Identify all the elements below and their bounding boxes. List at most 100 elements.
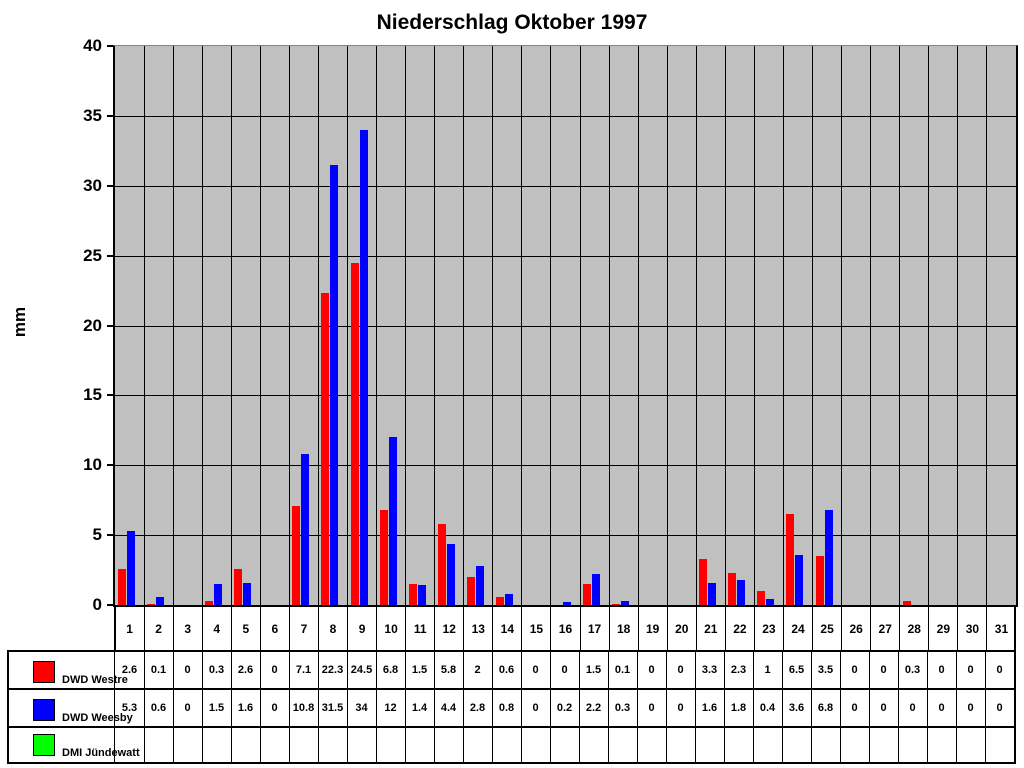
gridline-horizontal <box>115 535 1016 537</box>
table-column-divider <box>288 652 290 762</box>
value-cell <box>550 728 579 761</box>
value-cell <box>666 728 695 761</box>
value-cell: 0.3 <box>904 664 921 676</box>
value-cell: 0 <box>648 702 655 714</box>
table-column-divider <box>723 652 725 762</box>
value-cell: 1.6 <box>237 702 254 714</box>
value-cell: 10.8 <box>292 702 315 714</box>
value-cell: 2.2 <box>585 702 602 714</box>
day-row-divider <box>230 607 232 650</box>
day-header-cell: 7 <box>300 621 308 636</box>
value-cell <box>608 728 637 761</box>
value-cell <box>840 728 869 761</box>
value-cell <box>927 728 956 761</box>
value-cell: 3.3 <box>701 664 718 676</box>
day-header-cell: 9 <box>358 621 366 636</box>
data-table: DWD Westre 2.6 0.1 0 0.3 2.6 0 7.1 22.3 24.5 6.8 1.… <box>7 650 1016 764</box>
day-header-cell: 12 <box>442 621 456 636</box>
bar-weesby-day-16 <box>562 602 571 605</box>
day-header-cell: 13 <box>471 621 485 636</box>
value-cell <box>289 728 318 761</box>
table-column-divider <box>839 652 841 762</box>
y-tick-label: 40 <box>83 36 102 55</box>
day-row-divider <box>928 607 930 650</box>
bar-weesby-day-12 <box>446 543 455 605</box>
bar-weesby-day-9 <box>359 129 368 605</box>
day-header-cell: 19 <box>646 621 660 636</box>
day-row-divider <box>114 607 116 650</box>
bar-westre-day-12 <box>437 523 446 605</box>
value-cell: 4.4 <box>440 702 457 714</box>
table-column-divider <box>317 652 319 762</box>
bar-weesby-day-13 <box>475 565 484 605</box>
day-row-divider <box>347 607 349 650</box>
value-cell <box>782 728 811 761</box>
day-header-cell: 31 <box>994 621 1009 636</box>
day-row-divider <box>841 607 843 650</box>
day-header-cell: 30 <box>965 621 980 636</box>
value-cell: 7.1 <box>295 664 312 676</box>
value-cell <box>318 728 347 761</box>
value-cell <box>463 728 492 761</box>
y-tick-mark <box>107 324 114 327</box>
value-cell <box>492 728 521 761</box>
gridline-horizontal <box>115 255 1016 257</box>
value-cell: 6.8 <box>382 664 399 676</box>
day-header-cell: 16 <box>558 621 573 636</box>
value-cell: 2 <box>474 664 481 676</box>
bar-weesby-day-22 <box>737 579 746 605</box>
value-cell: 2.6 <box>237 664 254 676</box>
table-column-divider <box>172 652 174 762</box>
value-cell <box>405 728 434 761</box>
bar-westre-day-21 <box>699 558 708 605</box>
day-header-cell: 18 <box>616 621 631 636</box>
value-cell: 0.3 <box>614 702 631 714</box>
y-tick-label: 20 <box>83 315 102 335</box>
day-header-cell: 14 <box>500 621 515 636</box>
chart-title: Niederschlag Oktober 1997 <box>376 11 648 34</box>
bar-weesby-day-11 <box>417 585 426 605</box>
table-column-divider <box>143 652 145 762</box>
value-cell: 0.1 <box>150 664 167 676</box>
table-column-divider <box>230 652 232 762</box>
value-cell: 0.2 <box>556 702 573 714</box>
value-cell: 0 <box>677 702 684 714</box>
value-cell <box>260 728 289 761</box>
day-row-divider <box>521 607 523 650</box>
day-header-cell: 22 <box>733 621 747 636</box>
value-cell <box>376 728 405 761</box>
value-cell <box>434 728 463 761</box>
value-cell: 0.6 <box>498 664 515 676</box>
value-cell <box>811 728 840 761</box>
table-column-divider <box>578 652 580 762</box>
bar-weesby-day-7 <box>301 454 310 605</box>
bar-westre-day-9 <box>350 262 359 605</box>
value-cell: 0 <box>271 702 278 714</box>
y-tick-label: 0 <box>92 595 102 614</box>
bar-westre-day-17 <box>583 584 592 605</box>
day-row-divider <box>259 607 261 650</box>
bar-weesby-day-14 <box>504 593 513 605</box>
value-cell: 1.6 <box>701 702 718 714</box>
bar-westre-day-22 <box>728 572 737 605</box>
day-row-divider <box>753 607 755 650</box>
day-row-divider <box>695 607 697 650</box>
value-cell <box>231 728 260 761</box>
bar-weesby-day-2 <box>156 596 165 605</box>
value-cell: 0 <box>648 664 655 676</box>
day-header-cell: 26 <box>849 621 863 636</box>
table-column-divider <box>810 652 812 762</box>
bar-weesby-day-23 <box>766 599 775 605</box>
y-tick-mark <box>107 254 114 257</box>
table-column-divider <box>752 652 754 762</box>
y-tick-label: 10 <box>83 455 102 475</box>
day-header-cell: 28 <box>907 621 921 636</box>
day-row-divider <box>899 607 901 650</box>
day-row-divider <box>579 607 581 650</box>
bar-westre-day-25 <box>815 556 824 605</box>
day-header-cell: 21 <box>704 621 718 636</box>
value-cell: 0 <box>909 702 916 714</box>
legend-column-divider <box>114 652 115 762</box>
bar-westre-day-28 <box>902 600 911 605</box>
